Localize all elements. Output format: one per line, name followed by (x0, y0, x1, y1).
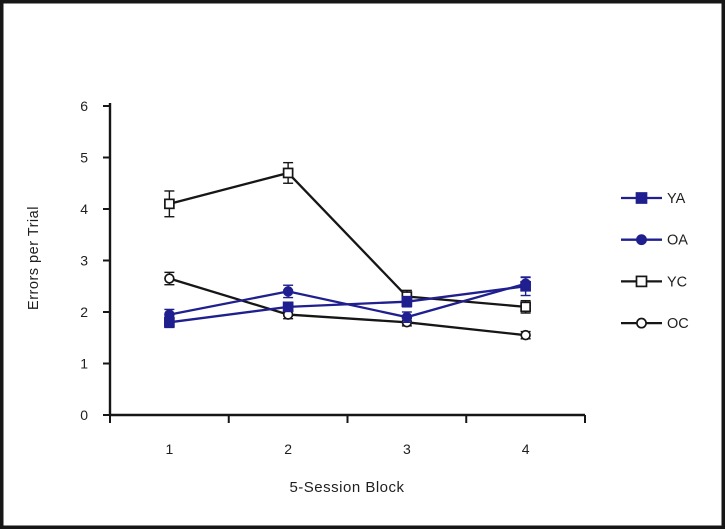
marker-YA-4 (520, 280, 531, 292)
x-tick-label: 3 (403, 441, 411, 457)
series-line-YC (169, 171, 526, 308)
legend-item-OC: OC (621, 316, 689, 332)
marker-OA-2 (282, 286, 294, 297)
legend-label-OA: OA (667, 233, 688, 249)
y-tick-label: 2 (80, 304, 88, 320)
marker-YC-1 (164, 198, 175, 210)
legend-marker-OA (636, 234, 647, 246)
marker-YA-3 (401, 296, 413, 308)
marker-YA-2 (282, 301, 294, 313)
series-line-YA (169, 285, 526, 324)
y-tick-label: 0 (80, 407, 88, 423)
y-tick-label: 6 (80, 98, 88, 114)
legend-marker-OC (636, 317, 647, 329)
x-tick-label: 4 (522, 441, 530, 457)
marker-OC-1 (164, 273, 175, 284)
marker-OA-3 (401, 311, 413, 323)
y-tick-label: 3 (80, 253, 88, 269)
y-axis-title: Errors per Trial (26, 206, 42, 310)
marker-YC-2 (282, 167, 294, 179)
y-tick-label: 1 (80, 356, 88, 372)
legend-marker-YA (635, 192, 648, 204)
x-axis-title: 5-Session Block (289, 479, 404, 496)
series-line-OA (169, 282, 526, 319)
y-tick-label: 4 (80, 201, 88, 217)
y-tick-label: 5 (80, 150, 88, 166)
legend-item-OA: OA (621, 233, 688, 249)
plot-area: 0 1 2 3 4 5 6 1 2 3 4 YA OA YC OC (80, 98, 689, 457)
marker-OC-4 (520, 329, 531, 341)
marker-YC-4 (520, 301, 531, 313)
legend-marker-YC (635, 275, 648, 288)
legend-item-YC: YC (621, 274, 687, 290)
series-line-OC (169, 277, 526, 337)
x-tick-label: 2 (284, 441, 292, 457)
legend-label-YA: YA (667, 191, 686, 207)
marker-YA-1 (164, 316, 175, 328)
x-tick-label: 1 (165, 441, 173, 457)
legend-item-YA: YA (621, 191, 686, 207)
legend-label-OC: OC (667, 316, 689, 332)
legend-label-YC: YC (667, 274, 687, 290)
